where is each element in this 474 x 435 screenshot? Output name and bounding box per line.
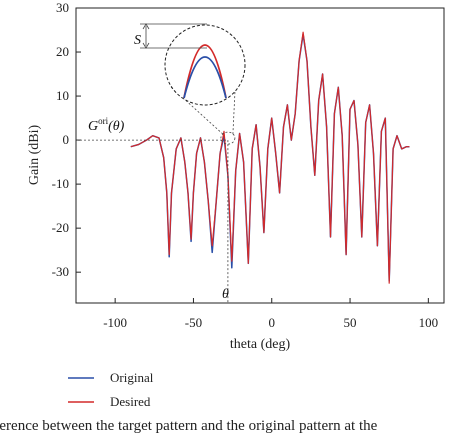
plot-frame (75, 7, 445, 304)
series-line-desired (130, 31, 410, 284)
s-arrow-heads (142, 23, 150, 49)
y-tick-label: 10 (56, 88, 69, 103)
zoom-circle (164, 24, 246, 106)
x-tick-label: -100 (103, 315, 127, 330)
x-tick-label: 0 (268, 315, 275, 330)
y-axis-ticks: -30 -20 -10 0 10 20 30 (52, 0, 81, 279)
series-lines (130, 31, 410, 284)
legend: Original Desired (68, 370, 154, 409)
g-annotation-argument: (θ) (108, 119, 125, 134)
x-axis-ticks: -100 -50 0 50 100 (103, 298, 438, 330)
legend-label-desired: Desired (110, 394, 151, 409)
x-tick-label: 50 (344, 315, 357, 330)
y-tick-label: -30 (52, 264, 69, 279)
y-tick-label: 20 (56, 44, 69, 59)
y-tick-label: -20 (52, 220, 69, 235)
y-axis-label: Gain (dBi) (27, 125, 42, 186)
x-axis-label: theta (deg) (230, 337, 291, 352)
legend-label-original: Original (110, 370, 154, 385)
peak-marker-circle (220, 131, 236, 145)
g-annotation-base: G (88, 119, 98, 134)
zoom-curve-desired (183, 44, 227, 99)
annotation-guides (76, 131, 236, 303)
zoom-connector-right (232, 90, 236, 135)
theta-annotation: θ (222, 287, 229, 302)
g-annotation-superscript: ori (98, 116, 108, 126)
s-annotation: S (134, 33, 141, 48)
x-tick-label: 100 (419, 315, 439, 330)
y-tick-label: 30 (56, 0, 69, 15)
zoom-curve-original (183, 56, 227, 99)
figure-caption: difference between the target pattern an… (0, 418, 378, 434)
zoom-inset (140, 23, 246, 135)
x-tick-label: -50 (185, 315, 202, 330)
y-tick-label: 0 (63, 132, 70, 147)
g-ori-annotation: Gori(θ) (88, 116, 125, 134)
y-tick-label: -10 (52, 176, 69, 191)
